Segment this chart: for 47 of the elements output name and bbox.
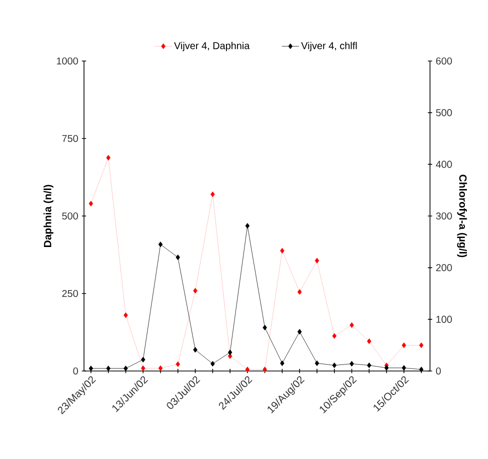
point <box>176 254 180 260</box>
point <box>193 288 198 294</box>
y2-tick-label: 0 <box>436 367 441 375</box>
point <box>262 366 267 372</box>
point <box>384 365 389 371</box>
point <box>158 365 163 371</box>
y-tick-label: 500 <box>62 212 78 220</box>
y-tick-label: 1000 <box>56 57 78 65</box>
point <box>350 322 354 328</box>
point <box>262 324 267 330</box>
point <box>245 223 250 229</box>
point <box>140 365 146 371</box>
point <box>297 328 302 335</box>
point <box>297 289 302 295</box>
y2-tick-label: 200 <box>436 264 452 272</box>
point <box>314 360 320 366</box>
y-tick-label: 750 <box>62 134 78 142</box>
y2-tick-label: 300 <box>436 212 452 220</box>
point <box>228 350 232 356</box>
point <box>314 258 320 264</box>
legend-label: Vijver 4, Daphnia <box>174 42 250 52</box>
y2-tick-label: 100 <box>436 316 452 323</box>
y2-tick-label: 400 <box>436 160 452 168</box>
y-axis-title: Daphnia (n/l) <box>44 184 54 247</box>
point <box>140 356 146 362</box>
point <box>88 366 94 372</box>
point <box>193 347 198 353</box>
y-tick-label: 250 <box>62 290 78 298</box>
point <box>402 342 406 348</box>
point <box>210 192 215 198</box>
point <box>158 242 163 248</box>
point <box>124 366 128 372</box>
point <box>332 333 337 339</box>
point <box>245 366 250 372</box>
y2-tick-label: 600 <box>436 57 452 65</box>
y2-tick-label: 500 <box>436 109 452 116</box>
point <box>402 365 406 371</box>
point <box>106 366 110 372</box>
point <box>88 200 94 206</box>
point <box>176 361 180 367</box>
point <box>332 362 337 368</box>
legend-label: Vijver 4, chlfl <box>301 42 357 52</box>
y-tick-label: 0 <box>73 367 78 375</box>
point <box>124 312 128 318</box>
y2-axis-title: Chlorofyl-a (µg/l) <box>457 174 467 258</box>
point <box>367 362 372 368</box>
point <box>419 366 424 372</box>
